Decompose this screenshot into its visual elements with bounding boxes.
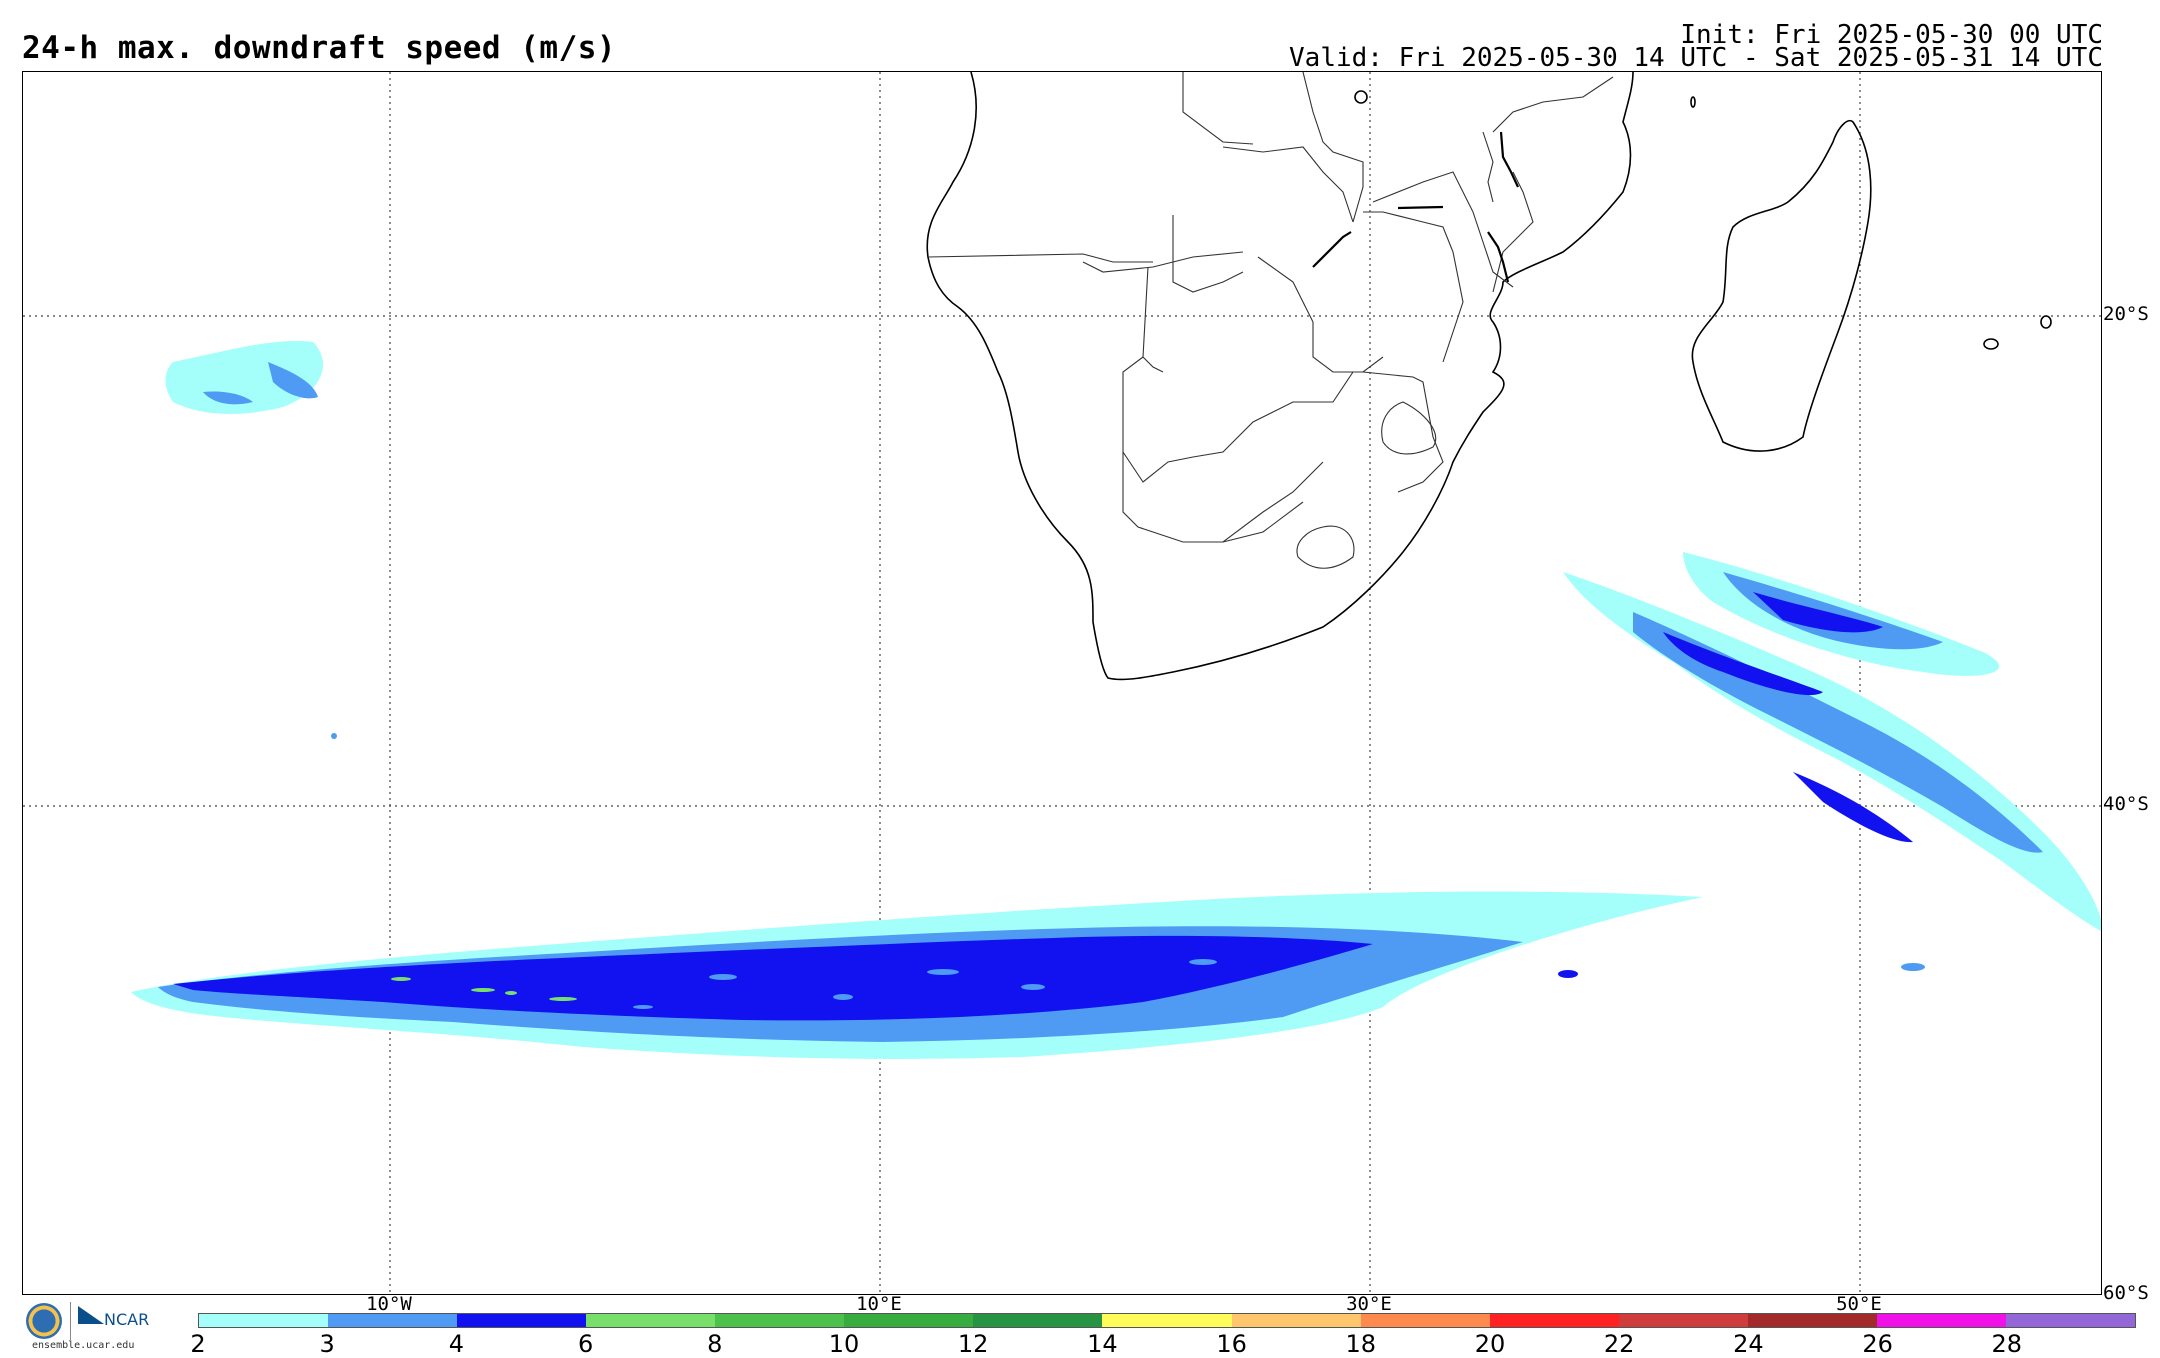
colorbar-swatch — [1747, 1314, 1877, 1327]
lon-label-10w: 10°W — [366, 1293, 412, 1315]
colorbar-swatch — [1876, 1314, 2006, 1327]
colorbar-tick-label: 6 — [577, 1330, 594, 1358]
graticule — [23, 72, 2101, 1294]
colorbar-tick-label: 28 — [1991, 1330, 2023, 1358]
colorbar-swatch — [328, 1314, 458, 1327]
colorbar-swatch — [844, 1314, 974, 1327]
colorbar-swatch — [973, 1314, 1103, 1327]
colorbar-tick-label: 4 — [448, 1330, 465, 1358]
streak-level-3b — [1723, 572, 1943, 650]
init-time: Init: Fri 2025-05-30 00 UTC — [1680, 20, 2103, 50]
colorbar-swatch — [1489, 1314, 1619, 1327]
colorbar-tick-label: 24 — [1733, 1330, 1764, 1358]
streak-level-4b — [1753, 592, 1883, 633]
colorbar-swatch — [457, 1314, 587, 1327]
colorbar-swatch — [1360, 1314, 1490, 1327]
band-speckle — [633, 959, 1217, 1009]
lakes — [1312, 131, 1519, 283]
valid-time: Valid: Fri 2025-05-30 14 UTC - Sat 2025-… — [1289, 43, 2103, 73]
downdraft-streaks-indian-ocean — [1558, 552, 2101, 978]
colorbar-tick-label: 2 — [190, 1330, 206, 1358]
colorbar-swatch — [715, 1314, 845, 1327]
colorbar-tick-label: 22 — [1603, 1330, 1635, 1358]
colorbar-swatch — [586, 1314, 716, 1327]
colorbar-tick-label: 18 — [1345, 1330, 1377, 1358]
lon-label-30e: 30°E — [1346, 1293, 1392, 1315]
isolated-cell — [1901, 963, 1925, 971]
streak-level-4 — [1663, 632, 1823, 696]
colorbar-swatch — [2005, 1314, 2135, 1327]
ncar-logo-text: NCAR — [104, 1310, 150, 1329]
colorbar-tick-label: 12 — [957, 1330, 989, 1358]
colorbar-swatch — [199, 1314, 329, 1327]
ensemble-url: ensemble.ucar.edu — [32, 1340, 135, 1351]
country-borders — [927, 72, 1614, 569]
colorbar-swatch — [1102, 1314, 1232, 1327]
downdraft-band-south-atlantic — [131, 891, 1703, 1059]
ncar-logo-icon — [78, 1306, 104, 1324]
colorbar-swatch — [1618, 1314, 1748, 1327]
green-cell — [471, 988, 495, 992]
colorbar-tick-label: 3 — [319, 1330, 335, 1358]
colorbar-tick-label: 20 — [1474, 1330, 1506, 1358]
downdraft-blob-atlantic — [165, 341, 337, 739]
lat-label-60s: 60°S — [2103, 1282, 2149, 1304]
coastline-madagascar — [1354, 90, 2052, 452]
logo-divider — [70, 1302, 71, 1340]
band-level-4 — [173, 935, 1373, 1021]
colorbar-tick-label: 8 — [707, 1330, 723, 1358]
lon-label-10e: 10°E — [856, 1293, 902, 1315]
green-cell — [549, 997, 577, 1001]
isolated-cell — [1558, 970, 1578, 978]
streak-level-4c — [1793, 772, 1913, 843]
green-cell — [391, 977, 411, 981]
band-level-6 — [391, 977, 577, 1001]
lat-label-40s: 40°S — [2103, 793, 2149, 815]
colorbar-labels: 2 3 4 6 8 10 12 14 16 18 20 22 24 26 28 — [190, 1330, 2136, 1358]
colorbar-tick-label: 26 — [1862, 1330, 1893, 1358]
map-panel[interactable] — [22, 71, 2102, 1295]
colorbar-tick-label: 10 — [828, 1330, 860, 1358]
colorbar — [198, 1313, 2136, 1328]
colorbar-tick-label: 16 — [1216, 1330, 1247, 1358]
map-title: 24-h max. downdraft speed (m/s) — [22, 30, 617, 66]
nsf-logo — [26, 1303, 62, 1339]
coastline-africa — [926, 72, 1634, 681]
colorbar-tick-label: 14 — [1087, 1330, 1118, 1358]
lon-label-50e: 50°E — [1836, 1293, 1882, 1315]
colorbar-swatch — [1231, 1314, 1361, 1327]
map-canvas — [23, 72, 2101, 1294]
green-cell — [505, 991, 517, 995]
lat-label-20s: 20°S — [2103, 303, 2149, 325]
